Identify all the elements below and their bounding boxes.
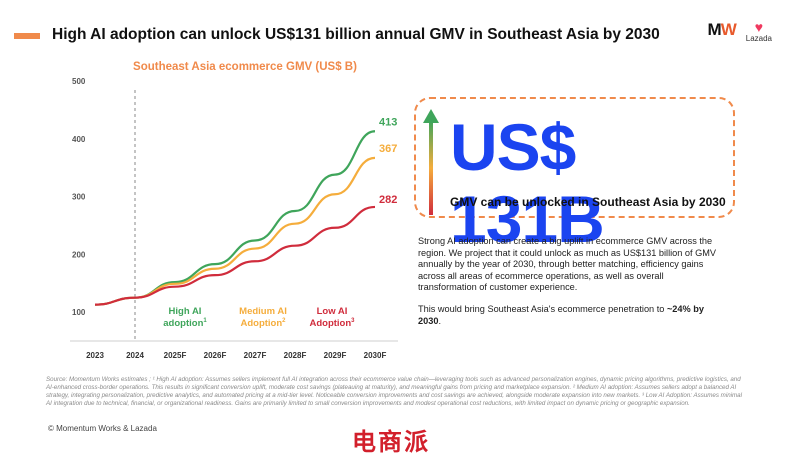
penetration-text: This would bring Southeast Asia's ecomme… (418, 303, 667, 314)
momentum-works-logo: MW (707, 20, 737, 39)
series-line-2 (94, 156, 376, 306)
description: Strong AI adoption can create a big upli… (418, 236, 718, 337)
legend-label: Low AI (317, 306, 348, 317)
y-tick-label: 400 (72, 135, 86, 144)
y-tick-label: 200 (72, 250, 86, 259)
watermark-stamp: 电商派 (352, 427, 430, 456)
lazada-logo: ♥ Lazada (746, 20, 772, 43)
x-tick-label: 2025F (164, 351, 187, 360)
legend-footnote-marker: 3 (351, 318, 355, 324)
gmv-callout: US$ 131B GMV can be unlocked in Southeas… (414, 97, 735, 255)
legend-label: adoption1 (163, 318, 207, 329)
series-line-3 (94, 205, 376, 306)
unlocked-gmv-value: US$ 131B (450, 110, 605, 256)
description-paragraph-2: This would bring Southeast Asia's ecomme… (418, 304, 718, 327)
x-tick-label: 2027F (244, 351, 267, 360)
end-value-label: 367 (379, 143, 397, 155)
x-tick-label: 2026F (204, 351, 227, 360)
x-tick-label: 2028F (284, 351, 307, 360)
legend-label-text: Adoption (240, 318, 282, 329)
source-footnote: Source: Momentum Works estimates ; ¹ Hig… (46, 376, 742, 407)
headline-accent-bar (14, 33, 40, 39)
lazada-logo-text: Lazada (745, 34, 772, 43)
up-arrow-icon (423, 109, 439, 215)
legend-footnote-marker: 1 (203, 318, 207, 324)
legend-label-text: Adoption (309, 318, 351, 329)
series-line-1 (94, 130, 376, 306)
legend-label-text: adoption (163, 318, 203, 329)
gmv-line-chart: Southeast Asia ecommerce GMV (US$ B) 100 2… (70, 61, 398, 360)
copyright: © Momentum Works & Lazada (48, 424, 157, 433)
lazada-heart-icon: ♥ (754, 19, 764, 35)
unlocked-gmv-caption: GMV can be unlocked in Southeast Asia by… (450, 195, 726, 209)
penetration-suffix: . (438, 315, 442, 326)
page-title: High AI adoption can unlock US$131 billi… (52, 26, 660, 43)
y-tick-label: 500 (72, 77, 86, 86)
description-paragraph-1: Strong AI adoption can create a big upli… (418, 236, 717, 293)
x-tick-label: 2023 (86, 351, 104, 360)
legend-label: Adoption2 (240, 318, 286, 329)
x-tick-label: 2029F (324, 351, 347, 360)
x-tick-label: 2030F (364, 351, 387, 360)
legend-label: High AI (169, 306, 202, 317)
y-tick-label: 300 (72, 193, 86, 202)
logos: MW ♥ Lazada (708, 20, 772, 43)
end-value-label: 282 (379, 194, 397, 206)
y-tick-label: 100 (72, 308, 86, 317)
legend-label: Adoption3 (309, 318, 355, 329)
chart-title: Southeast Asia ecommerce GMV (US$ B) (133, 61, 357, 73)
legend-footnote-marker: 2 (282, 318, 286, 324)
end-value-label: 413 (379, 116, 397, 128)
penetration-value: ~24% by 2030 (418, 303, 704, 326)
x-tick-label: 2024 (126, 351, 144, 360)
legend-label: Medium AI (239, 306, 287, 317)
